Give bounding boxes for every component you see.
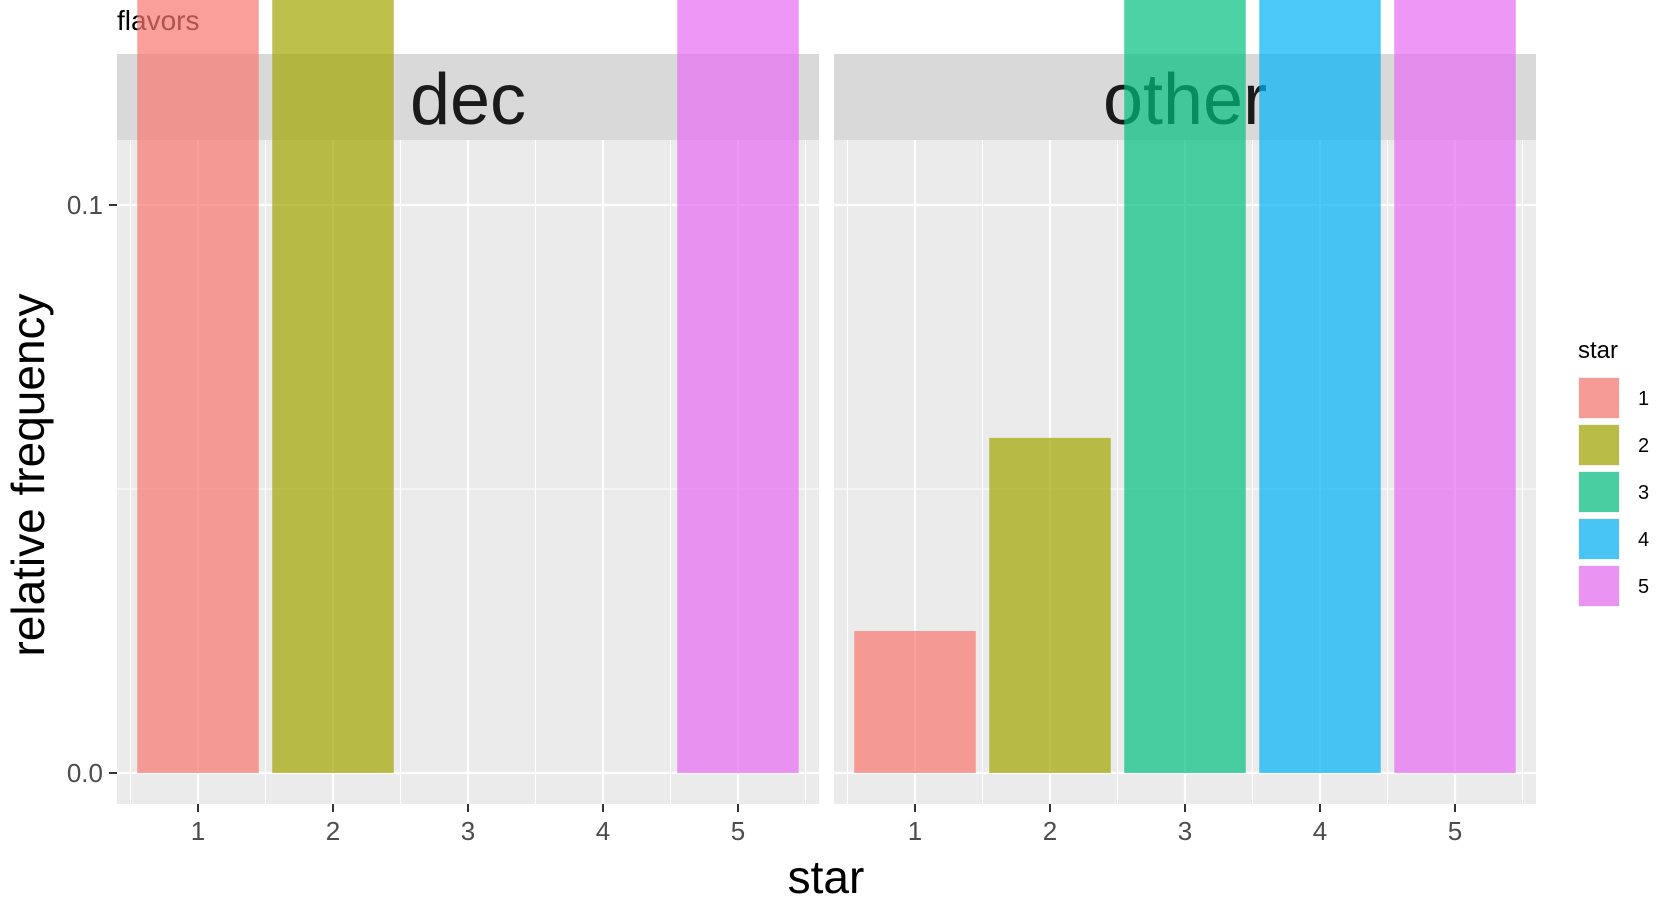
x-tick-label: 5 [1448,816,1462,846]
legend-key-swatch [1579,378,1619,418]
bar-other-star-4 [1259,0,1381,773]
x-tick-label: 4 [596,816,610,846]
x-tick-label: 3 [461,816,475,846]
legend-title: star [1578,337,1618,364]
facet-strip-label: dec [410,60,526,140]
legend-label: 4 [1638,529,1649,551]
x-tick-label: 4 [1313,816,1327,846]
y-tick-label: 0.0 [67,758,103,788]
x-tick-label: 3 [1178,816,1192,846]
legend-key-swatch [1579,566,1619,606]
legend-label: 1 [1638,388,1649,410]
bar-dec-star-5 [677,0,799,773]
bar-other-star-5 [1394,0,1516,773]
bar-dec-star-2 [272,0,394,773]
legend-key-swatch [1579,519,1619,559]
bar-dec-star-1 [137,0,259,773]
legend-key-swatch [1579,472,1619,512]
y-axis-title: relative frequency [2,293,54,656]
legend: star 1 2 3 4 5 [1578,337,1649,607]
legend-label: 5 [1638,576,1649,598]
x-axis-title: star [788,851,865,898]
y-tick-label: 0.1 [67,190,103,220]
x-tick-label: 2 [326,816,340,846]
legend-key-swatch [1579,425,1619,465]
x-tick-label: 2 [1043,816,1057,846]
bar-other-star-3 [1124,0,1246,773]
bar-other-star-1 [854,631,976,773]
legend-label: 3 [1638,482,1649,504]
bar-other-star-2 [989,437,1111,773]
x-tick-label: 1 [908,816,922,846]
x-tick-label: 5 [731,816,745,846]
facet-panel-other: other12345 [834,0,1536,846]
x-tick-label: 1 [191,816,205,846]
legend-label: 2 [1638,435,1649,457]
